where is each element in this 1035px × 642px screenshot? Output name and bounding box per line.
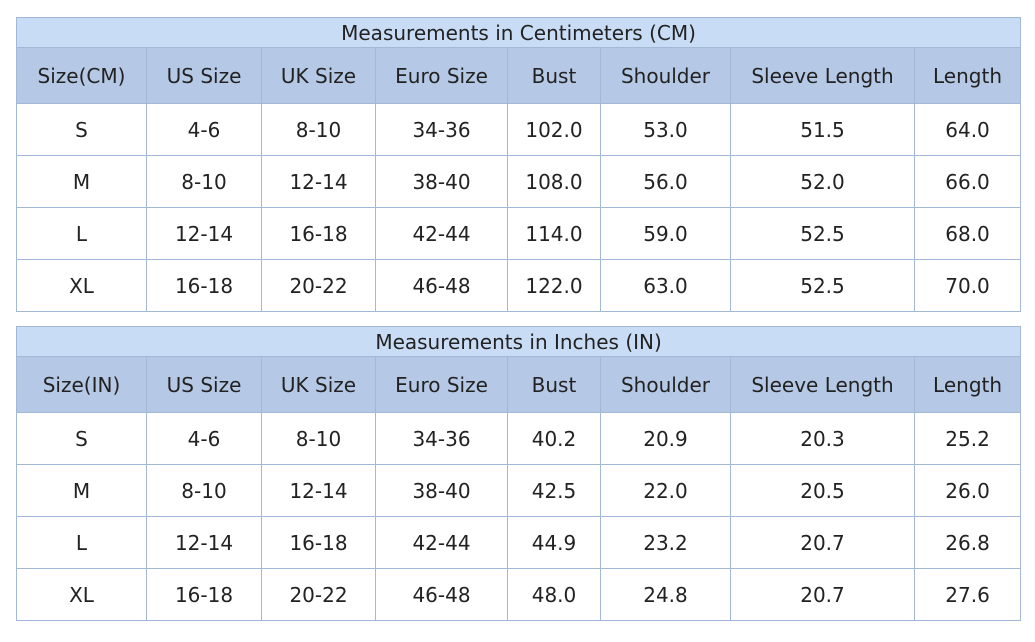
- table-cell: 16-18: [261, 207, 376, 260]
- column-header: Length: [913, 356, 1022, 413]
- column-header: Sleeve Length: [730, 47, 915, 104]
- inch-size-table: Measurements in Inches (IN) Size(IN) US Si…: [15, 326, 1022, 621]
- table-cell: 4-6: [146, 103, 262, 156]
- table-cell: 51.5: [730, 103, 915, 156]
- table-cell: 34-36: [375, 412, 508, 465]
- table-cell: 24.8: [600, 568, 731, 621]
- table-cell: 48.0: [507, 568, 601, 621]
- table-cell: 114.0: [507, 207, 601, 260]
- table-cell: 20.5: [730, 464, 915, 517]
- table-cell: 102.0: [507, 103, 601, 156]
- table-cell: 12-14: [146, 207, 262, 260]
- table-cell: 40.2: [507, 412, 601, 465]
- table-title: Measurements in Centimeters (CM): [15, 17, 1022, 48]
- column-header: Size(CM): [16, 47, 147, 104]
- cm-size-table: Measurements in Centimeters (CM) Size(CM)…: [15, 17, 1022, 312]
- table-cell: 44.9: [507, 516, 601, 569]
- table-cell: 25.2: [913, 412, 1022, 465]
- table-cell: 56.0: [600, 155, 731, 208]
- table-cell: 122.0: [507, 259, 601, 312]
- table-row: M 8-10 12-14 38-40 108.0 56.0 52.0 66.0: [16, 155, 1022, 208]
- table-cell: 42-44: [375, 516, 508, 569]
- table-cell: 4-6: [146, 412, 262, 465]
- table-cell: 59.0: [600, 207, 731, 260]
- table-row: L 12-14 16-18 42-44 44.9 23.2 20.7 26.8: [16, 516, 1022, 569]
- table-cell: 52.5: [730, 207, 915, 260]
- table-cell: 8-10: [261, 412, 376, 465]
- table-cell: L: [16, 207, 147, 260]
- table-cell: 63.0: [600, 259, 731, 312]
- table-cell: S: [16, 412, 147, 465]
- table-cell: 26.8: [913, 516, 1022, 569]
- table-cell: 53.0: [600, 103, 731, 156]
- table-cell: XL: [16, 259, 147, 312]
- table-cell: 20-22: [261, 259, 376, 312]
- table-cell: L: [16, 516, 147, 569]
- table-cell: 23.2: [600, 516, 731, 569]
- table-cell: 52.5: [730, 259, 915, 312]
- column-header: Shoulder: [600, 47, 731, 104]
- table-row: M 8-10 12-14 38-40 42.5 22.0 20.5 26.0: [16, 464, 1022, 517]
- table-cell: 38-40: [375, 155, 508, 208]
- table-cell: 20.7: [730, 568, 915, 621]
- table-cell: 8-10: [146, 464, 262, 517]
- column-header: Shoulder: [600, 356, 731, 413]
- table-cell: 12-14: [261, 464, 376, 517]
- table-cell: 42.5: [507, 464, 601, 517]
- column-header: Euro Size: [375, 47, 508, 104]
- column-header: Euro Size: [375, 356, 508, 413]
- table-cell: 64.0: [913, 103, 1022, 156]
- column-header: Sleeve Length: [730, 356, 915, 413]
- table-cell: 12-14: [146, 516, 262, 569]
- column-header: US Size: [146, 356, 262, 413]
- table-cell: 34-36: [375, 103, 508, 156]
- table-row: S 4-6 8-10 34-36 102.0 53.0 51.5 64.0: [16, 103, 1022, 156]
- table-cell: XL: [16, 568, 147, 621]
- column-header: Bust: [507, 47, 601, 104]
- table-cell: 20.3: [730, 412, 915, 465]
- table-cell: 42-44: [375, 207, 508, 260]
- column-header: Length: [913, 47, 1022, 104]
- table-cell: 27.6: [913, 568, 1022, 621]
- table-title: Measurements in Inches (IN): [15, 326, 1022, 357]
- table-cell: S: [16, 103, 147, 156]
- table-cell: 8-10: [261, 103, 376, 156]
- table-cell: 20-22: [261, 568, 376, 621]
- table-cell: 22.0: [600, 464, 731, 517]
- table-cell: 66.0: [913, 155, 1022, 208]
- table-row: XL 16-18 20-22 46-48 122.0 63.0 52.5 70.0: [16, 259, 1022, 312]
- table-cell: 26.0: [913, 464, 1022, 517]
- table-cell: 38-40: [375, 464, 508, 517]
- table-cell: 68.0: [913, 207, 1022, 260]
- table-cell: 16-18: [146, 259, 262, 312]
- table-row: XL 16-18 20-22 46-48 48.0 24.8 20.7 27.6: [16, 568, 1022, 621]
- column-header: UK Size: [261, 356, 376, 413]
- table-cell: 12-14: [261, 155, 376, 208]
- table-cell: 16-18: [146, 568, 262, 621]
- table-cell: 46-48: [375, 568, 508, 621]
- table-cell: 16-18: [261, 516, 376, 569]
- table-cell: 108.0: [507, 155, 601, 208]
- table-cell: 46-48: [375, 259, 508, 312]
- table-cell: M: [16, 464, 147, 517]
- table-row: S 4-6 8-10 34-36 40.2 20.9 20.3 25.2: [16, 412, 1022, 465]
- table-cell: 20.9: [600, 412, 731, 465]
- table-cell: 70.0: [913, 259, 1022, 312]
- table-row: L 12-14 16-18 42-44 114.0 59.0 52.5 68.0: [16, 207, 1022, 260]
- table-cell: 20.7: [730, 516, 915, 569]
- table-cell: 52.0: [730, 155, 915, 208]
- table-cell: 8-10: [146, 155, 262, 208]
- column-header: US Size: [146, 47, 262, 104]
- table-cell: M: [16, 155, 147, 208]
- column-header: Size(IN): [16, 356, 147, 413]
- column-header: Bust: [507, 356, 601, 413]
- column-header: UK Size: [261, 47, 376, 104]
